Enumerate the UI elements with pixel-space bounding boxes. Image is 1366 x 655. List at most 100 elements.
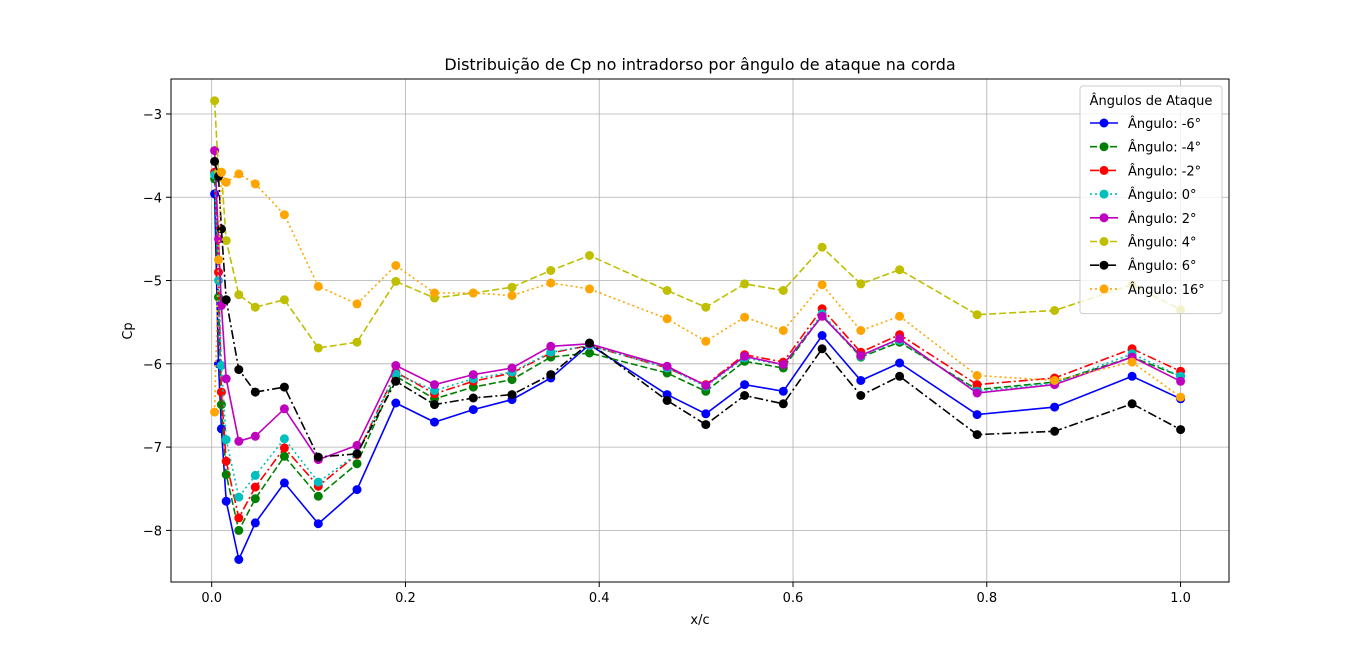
y-tick-label: −6: [143, 358, 162, 373]
data-point: [778, 399, 788, 409]
data-point: [895, 311, 905, 321]
legend-box: [1079, 85, 1223, 315]
data-point: [817, 242, 827, 252]
x-tick-label: 0.0: [201, 591, 222, 606]
data-point: [430, 288, 439, 298]
legend-item: Ângulo: -4°: [1090, 140, 1201, 156]
y-tick-label: −3: [143, 108, 162, 123]
data-point: [430, 400, 439, 410]
data-point: [856, 326, 866, 335]
legend-label: Ângulo: -2°: [1128, 163, 1201, 179]
data-point: [507, 363, 517, 373]
data-point: [972, 410, 982, 420]
legend-item: Ângulo: 4°: [1090, 235, 1196, 251]
data-point: [740, 380, 750, 390]
data-point: [546, 266, 556, 275]
data-point: [546, 370, 556, 380]
data-point: [279, 478, 289, 488]
data-point: [1050, 376, 1060, 385]
data-point: [313, 343, 323, 353]
data-point: [250, 302, 260, 312]
data-point: [507, 291, 517, 300]
data-point: [895, 371, 905, 381]
series-4: [210, 146, 1186, 465]
data-point: [221, 295, 231, 305]
data-point: [740, 279, 750, 289]
data-point: [740, 391, 750, 400]
data-point: [216, 167, 226, 177]
legend-label: Ângulo: -4°: [1128, 140, 1201, 156]
legend-marker: [1099, 142, 1109, 152]
data-point: [352, 440, 362, 450]
data-point: [250, 179, 260, 189]
data-point: [468, 393, 478, 403]
data-point: [468, 288, 478, 298]
data-point: [210, 156, 220, 166]
data-point: [817, 331, 827, 340]
plot-frame: [170, 78, 1230, 583]
data-point: [430, 417, 439, 427]
legend-label: Ângulo: 6°: [1128, 258, 1196, 274]
legend-label: Ângulo: 2°: [1128, 211, 1196, 227]
data-point: [972, 388, 982, 398]
data-point: [972, 380, 982, 390]
data-point: [279, 210, 289, 220]
x-tick-label: 1.0: [1170, 591, 1191, 606]
x-tick-label: 0.6: [783, 591, 804, 606]
data-point: [391, 376, 401, 386]
data-point: [221, 435, 231, 445]
data-point: [585, 348, 594, 358]
legend-marker: [1099, 189, 1109, 199]
data-point: [972, 371, 982, 380]
axes: 0.0 0.2 0.4 0.6 0.8 1.0 −3 −4 −5 −6 −7 −8: [143, 108, 1191, 606]
data-point: [352, 337, 362, 347]
data-point: [546, 278, 556, 288]
data-point: [895, 265, 905, 275]
legend-item: Ângulo: 6°: [1090, 258, 1196, 274]
data-point: [221, 496, 231, 506]
data-point: [1176, 425, 1186, 435]
data-point: [662, 396, 672, 405]
legend-label: Ângulo: 0°: [1128, 187, 1196, 203]
data-point: [972, 430, 982, 440]
legend-marker: [1099, 165, 1109, 175]
data-point: [352, 449, 362, 459]
data-point: [279, 451, 289, 461]
data-point: [214, 234, 223, 244]
data-point: [585, 338, 594, 348]
data-point: [279, 434, 289, 444]
data-point: [546, 341, 556, 351]
legend-label: Ângulo: -6°: [1128, 116, 1201, 132]
data-point: [234, 492, 244, 502]
y-tick-label: −8: [143, 524, 162, 539]
series-6: [210, 156, 1186, 462]
data-point: [972, 310, 982, 320]
legend-item: Ângulo: -6°: [1090, 116, 1201, 132]
data-point: [221, 236, 231, 246]
series-7: [210, 167, 1186, 417]
data-point: [250, 518, 260, 528]
legend-title: Ângulos de Ataque: [1090, 93, 1213, 109]
data-point: [507, 390, 517, 400]
data-point: [468, 370, 478, 380]
data-point: [701, 409, 711, 419]
series-line: [213, 161, 1181, 458]
data-point: [234, 513, 244, 523]
data-point: [391, 261, 401, 270]
legend-item: Ângulo: 2°: [1090, 211, 1196, 227]
legend-item: Ângulo: 16°: [1090, 282, 1205, 298]
data-point: [817, 280, 827, 290]
data-point: [778, 360, 788, 370]
x-axis-label: x/c: [690, 613, 709, 628]
data-point: [391, 276, 401, 286]
series-line: [213, 174, 1181, 499]
data-point: [352, 459, 362, 469]
series-line: [213, 193, 1181, 563]
data-point: [391, 398, 401, 408]
y-tick-label: −7: [143, 441, 162, 456]
data-point: [778, 286, 788, 295]
data-point: [856, 279, 866, 289]
data-point: [1176, 392, 1186, 402]
data-point: [468, 405, 478, 415]
